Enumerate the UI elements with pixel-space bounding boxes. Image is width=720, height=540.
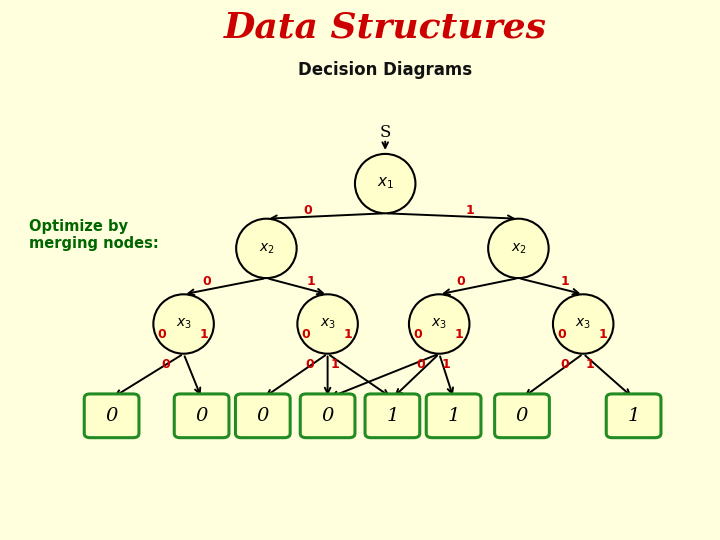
Ellipse shape [553, 294, 613, 354]
Text: Data Structures: Data Structures [224, 10, 546, 44]
Ellipse shape [153, 294, 214, 354]
Text: S: S [379, 124, 391, 141]
Text: 0: 0 [256, 407, 269, 425]
Text: 1: 1 [442, 358, 451, 371]
FancyBboxPatch shape [300, 394, 355, 437]
Text: 0: 0 [321, 407, 334, 425]
Text: $x_3$: $x_3$ [320, 317, 336, 331]
Text: 1: 1 [307, 275, 316, 288]
Text: 0: 0 [302, 328, 310, 341]
Text: $x_3$: $x_3$ [575, 317, 591, 331]
FancyBboxPatch shape [365, 394, 420, 437]
Text: $x_2$: $x_2$ [510, 241, 526, 255]
Text: 1: 1 [599, 328, 608, 341]
Text: $x_2$: $x_2$ [258, 241, 274, 255]
Ellipse shape [297, 294, 358, 354]
Text: 0: 0 [202, 275, 212, 288]
Text: 0: 0 [303, 204, 312, 217]
Text: 1: 1 [330, 358, 339, 371]
FancyBboxPatch shape [84, 394, 139, 437]
Text: 0: 0 [161, 358, 170, 371]
FancyBboxPatch shape [495, 394, 549, 437]
Text: $x_1$: $x_1$ [377, 176, 394, 192]
Text: 0: 0 [413, 328, 422, 341]
Text: Optimize by
merging nodes:: Optimize by merging nodes: [29, 219, 158, 251]
Ellipse shape [409, 294, 469, 354]
Text: 0: 0 [105, 407, 118, 425]
FancyBboxPatch shape [426, 394, 481, 437]
Ellipse shape [488, 219, 549, 278]
Text: 0: 0 [516, 407, 528, 425]
FancyBboxPatch shape [174, 394, 229, 437]
Text: $x_3$: $x_3$ [431, 317, 447, 331]
Text: $x_3$: $x_3$ [176, 317, 192, 331]
Text: 1: 1 [561, 275, 570, 288]
Ellipse shape [236, 219, 297, 278]
Text: Decision Diagrams: Decision Diagrams [298, 61, 472, 79]
FancyBboxPatch shape [235, 394, 290, 437]
Text: 1: 1 [455, 328, 464, 341]
FancyBboxPatch shape [606, 394, 661, 437]
Text: 0: 0 [456, 275, 465, 288]
Text: 0: 0 [158, 328, 166, 341]
Text: 0: 0 [557, 328, 566, 341]
Text: 1: 1 [465, 204, 474, 217]
Text: 1: 1 [586, 358, 595, 371]
Text: 0: 0 [195, 407, 208, 425]
Text: 1: 1 [386, 407, 399, 425]
Text: 1: 1 [343, 328, 352, 341]
Text: 0: 0 [305, 358, 314, 371]
Text: 0: 0 [417, 358, 426, 371]
Text: 1: 1 [627, 407, 640, 425]
Ellipse shape [355, 154, 415, 213]
Text: 1: 1 [447, 407, 460, 425]
Text: 0: 0 [561, 358, 570, 371]
Text: 1: 1 [199, 328, 208, 341]
